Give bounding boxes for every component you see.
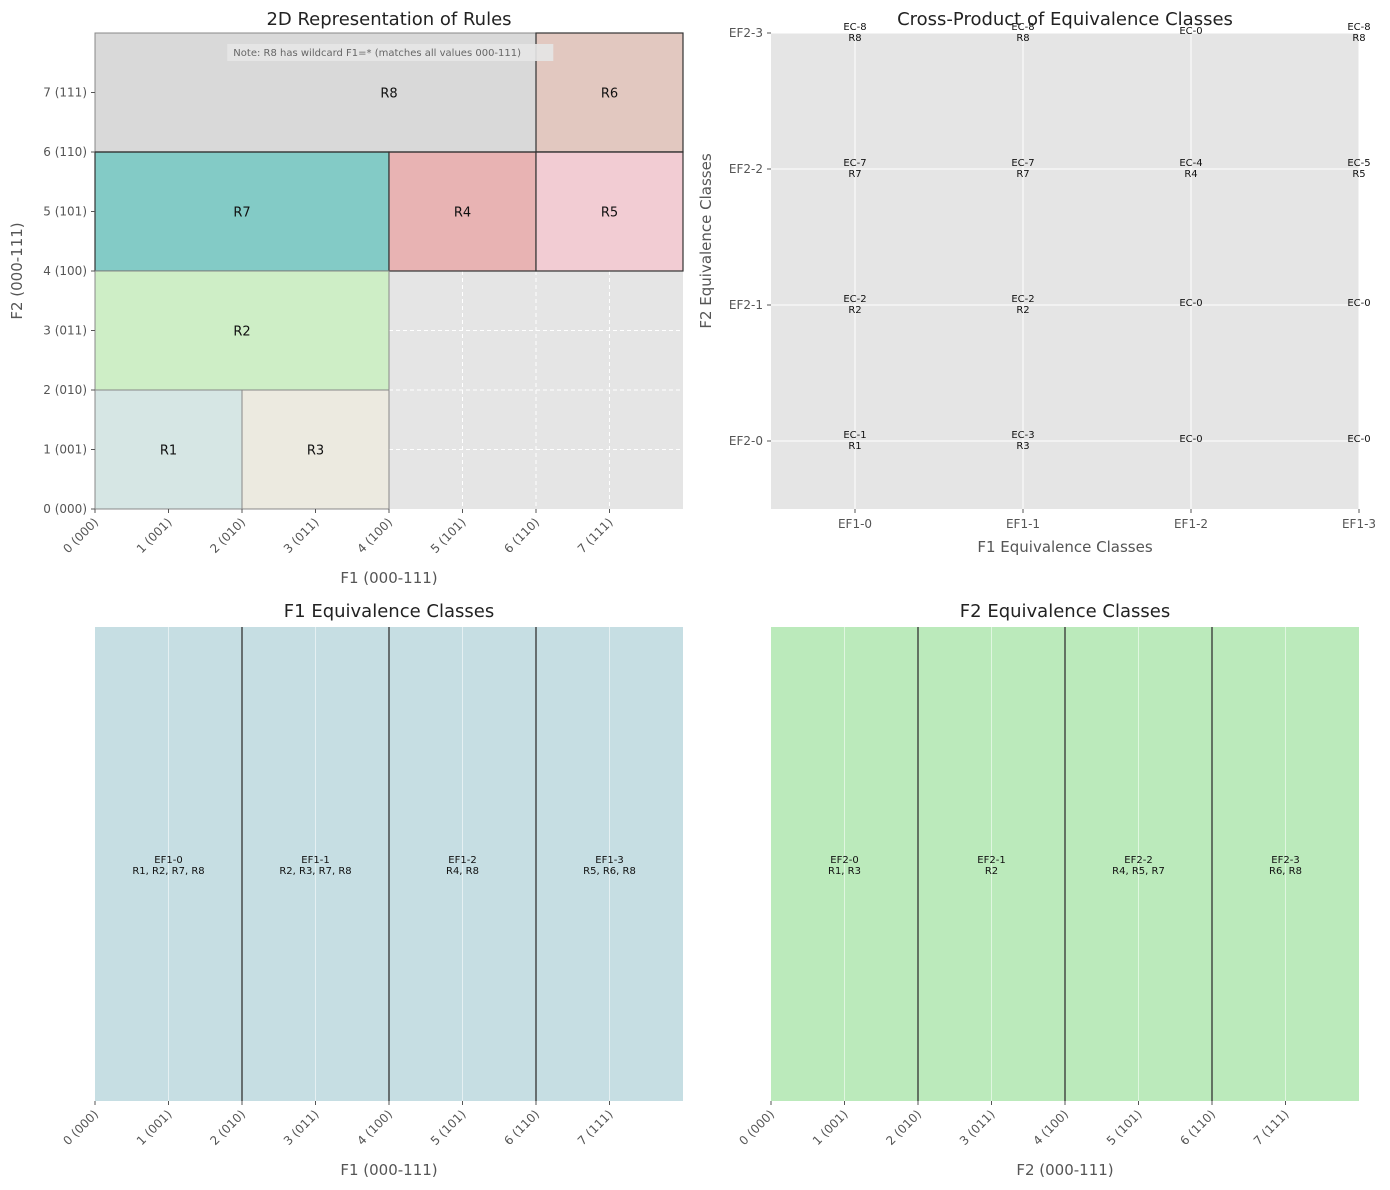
class-name-label: EF1-2 [448, 855, 476, 866]
cell-rule-label: R7 [1016, 169, 1029, 180]
x-tick-label: EF1-0 [838, 517, 872, 531]
class-name-label: EF1-1 [301, 855, 329, 866]
cell-ec-label: EC-4 [1179, 158, 1202, 169]
class-rules-label: R6, R8 [1269, 866, 1302, 877]
cell-ec-label: EC-7 [1011, 158, 1034, 169]
chart-title: F1 Equivalence Classes [284, 601, 494, 622]
class-rules-label: R1, R3 [828, 866, 861, 877]
rule-rect-r4 [388, 151, 537, 272]
cell-rule-label: R5 [1352, 169, 1365, 180]
cell-ec-label: EC-0 [1347, 434, 1370, 445]
rule-label-r8: R8 [380, 87, 397, 102]
cell-ec-label: EC-8 [1011, 22, 1034, 33]
cross-product-panel: EF1-0 EF1-1 EF1-2 EF1-3 EF2-0 EF2-1 EF2-2 EF2-3… [697, 9, 1376, 556]
class-name-label: EF2-0 [830, 855, 858, 866]
y-axis-label: F2 Equivalence Classes [697, 153, 715, 329]
cell-ec-label: EC-8 [1347, 22, 1370, 33]
class-name-label: EF2-1 [977, 855, 1005, 866]
rule-label-r6: R6 [601, 87, 618, 102]
note-box [227, 44, 554, 61]
y-tick-label: 4 (100) [43, 264, 87, 278]
rule-label-r4: R4 [454, 206, 471, 221]
y-tick-label: EF2-3 [729, 26, 763, 40]
cell-rule-label: R1 [848, 441, 861, 452]
f1-classes-panel: EF1-0R1, R2, R7, R8 EF1-1R2, R3, R7, R8 EF… [60, 601, 683, 1179]
class-rules-label: R4, R8 [446, 866, 479, 877]
rules-panel: R8 R6 R7 R4 R5 R2 R1 R3 Note: R8 has wildcard F1… [8, 9, 684, 587]
cell-ec-label: EC-0 [1347, 298, 1370, 309]
cell-ec-label: EC-1 [843, 430, 866, 441]
class-rules-label: R5, R6, R8 [583, 866, 636, 877]
y-tick-label: 2 (010) [43, 383, 87, 397]
cell-rule-label: R2 [1016, 305, 1029, 316]
rule-label-r5: R5 [601, 206, 618, 221]
cell-ec-label: EC-0 [1179, 298, 1202, 309]
class-rules-label: R2 [985, 866, 998, 877]
rule-label-r3: R3 [307, 444, 324, 459]
class-rules-label: R4, R5, R7 [1112, 866, 1165, 877]
rule-rect-r2 [94, 270, 390, 391]
rule-label-r2: R2 [233, 325, 250, 340]
cell-ec-label: EC-5 [1347, 158, 1370, 169]
y-tick-label: 0 (000) [43, 502, 87, 516]
cell-ec-label: EC-7 [843, 158, 866, 169]
cell-rule-label: R8 [1016, 33, 1029, 44]
x-tick-label: EF1-2 [1174, 517, 1208, 531]
class-name-label: EF2-2 [1124, 855, 1152, 866]
y-tick-label: 3 (011) [43, 324, 87, 338]
class-name-label: EF1-0 [154, 855, 182, 866]
cell-rule-label: R8 [848, 33, 861, 44]
chart-title: F2 Equivalence Classes [960, 601, 1170, 622]
f2-classes-panel: EF2-0R1, R3 EF2-1R2 EF2-2R4, R5, R7 EF2-3R6… [736, 601, 1359, 1179]
y-tick-label: EF2-2 [729, 162, 763, 176]
cell-ec-label: EC-3 [1011, 430, 1034, 441]
y-tick-label: 5 (101) [43, 205, 87, 219]
y-axis-label: F2 (000-111) [8, 222, 26, 319]
plot-area [771, 33, 1359, 509]
rule-label-r7: R7 [233, 206, 250, 221]
x-tick-label: EF1-1 [1006, 517, 1040, 531]
cell-ec-label: EC-0 [1179, 26, 1202, 37]
chart-title: Cross-Product of Equivalence Classes [897, 9, 1233, 30]
cell-rule-label: R3 [1016, 441, 1029, 452]
x-axis-label: F1 (000-111) [340, 569, 437, 587]
x-axis-label: F2 (000-111) [1016, 1161, 1113, 1179]
x-axis-label: F1 (000-111) [340, 1161, 437, 1179]
y-tick-label: 7 (111) [43, 86, 87, 100]
cell-ec-label: EC-2 [1011, 294, 1034, 305]
y-tick-label: 1 (001) [43, 443, 87, 457]
rule-label-r1: R1 [160, 444, 177, 459]
chart-title: 2D Representation of Rules [266, 9, 511, 30]
class-name-label: EF2-3 [1271, 855, 1299, 866]
cell-rule-label: R8 [1352, 33, 1365, 44]
wildcard-note: Note: R8 has wildcard F1=* (matches all … [233, 48, 521, 59]
y-tick-label: EF2-1 [729, 298, 763, 312]
y-tick-label: EF2-0 [729, 434, 763, 448]
cell-rule-label: R2 [848, 305, 861, 316]
class-rules-label: R1, R2, R7, R8 [132, 866, 204, 877]
x-axis-label: F1 Equivalence Classes [977, 538, 1153, 556]
cell-rule-label: R4 [1184, 169, 1197, 180]
class-rules-label: R2, R3, R7, R8 [279, 866, 351, 877]
cell-rule-label: R7 [848, 169, 861, 180]
y-tick-label: 6 (110) [43, 145, 87, 159]
cell-ec-label: EC-8 [843, 22, 866, 33]
cell-ec-label: EC-0 [1179, 434, 1202, 445]
x-tick-label: EF1-3 [1342, 517, 1376, 531]
class-name-label: EF1-3 [595, 855, 623, 866]
rule-rect-r3 [241, 389, 390, 510]
cell-ec-label: EC-2 [843, 294, 866, 305]
